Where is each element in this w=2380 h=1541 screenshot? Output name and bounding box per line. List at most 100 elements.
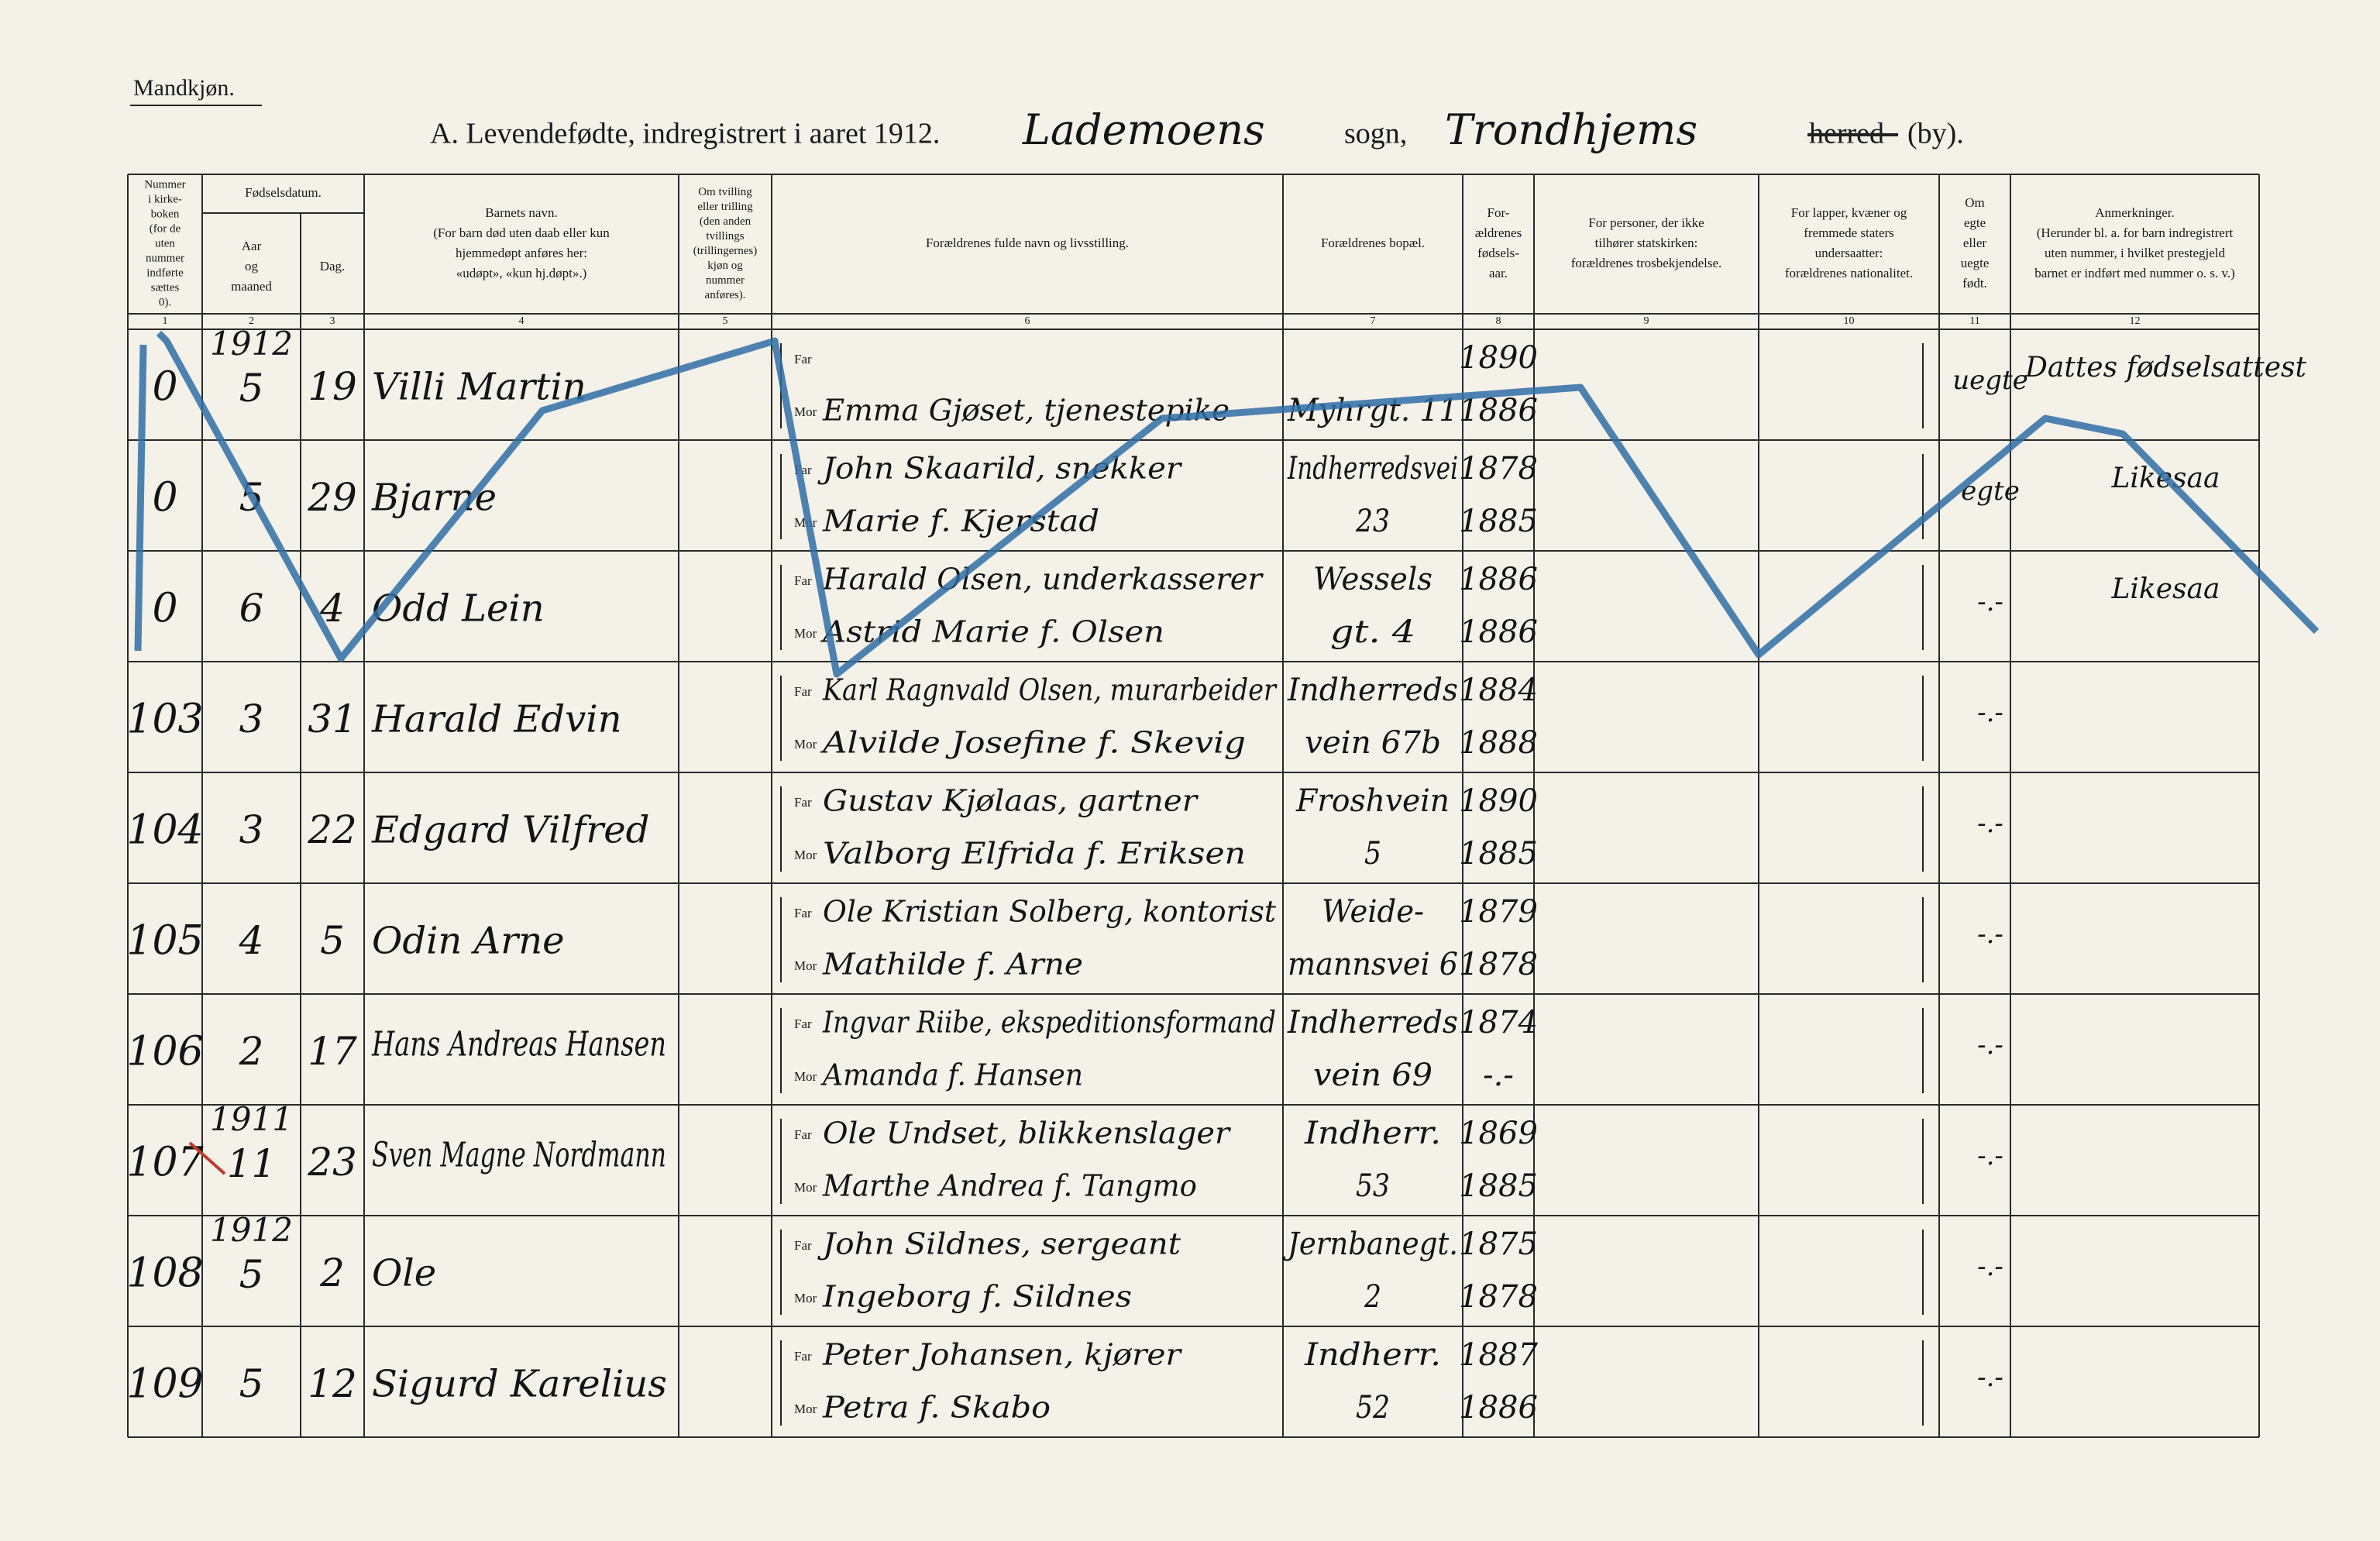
far-label: Far <box>794 684 812 699</box>
column-header: «udøpt», «kun hj.døpt».) <box>456 266 587 280</box>
mother: Marie f. Kjerstad <box>822 504 1099 538</box>
column-header: barnet er indført med nummer o. s. v.) <box>2034 266 2235 280</box>
birth-month: 2 <box>239 1029 264 1074</box>
mother-year: 1886 <box>1459 614 1538 650</box>
birth-month: 11 <box>227 1141 277 1186</box>
birth-day: 22 <box>307 807 357 852</box>
far-label: Far <box>794 573 812 588</box>
father-year: 1886 <box>1459 562 1538 597</box>
legitimacy: -.- <box>1977 919 2003 950</box>
residence: Froshvein <box>1295 783 1450 819</box>
column-header: uegte <box>1961 256 1990 270</box>
birth-year: 1912 <box>210 1211 293 1249</box>
column-number: 10 <box>1844 315 1855 327</box>
column-header: aar. <box>1489 266 1508 280</box>
mother: Mathilde f. Arne <box>822 948 1083 982</box>
residence: vein 69 <box>1313 1058 1432 1093</box>
column-header: (den anden <box>700 215 751 228</box>
column-header: Forældrenes fulde navn og livsstilling. <box>926 236 1129 250</box>
by: (by). <box>1907 118 1964 150</box>
column-header: For- <box>1488 205 1510 220</box>
entry-number: 109 <box>126 1361 203 1408</box>
column-header: (for de <box>150 222 181 235</box>
cancel-stroke <box>134 344 147 652</box>
column-header: forældrenes nationalitet. <box>1785 266 1913 280</box>
column-number: 5 <box>723 315 728 327</box>
entry-number: 108 <box>126 1250 203 1297</box>
far-label: Far <box>794 1127 812 1142</box>
column-header: fødsels- <box>1477 246 1519 260</box>
column-number: 2 <box>249 315 254 327</box>
entry-number: 104 <box>126 807 203 854</box>
entry-number: 103 <box>126 697 203 743</box>
column-number: 4 <box>519 315 524 327</box>
column-header: født. <box>1962 276 1987 291</box>
residence: 52 <box>1356 1390 1390 1426</box>
child-name: Bjarne <box>371 476 497 520</box>
birth-month: 5 <box>239 1252 264 1297</box>
father-year: 1884 <box>1459 672 1538 708</box>
residence: 53 <box>1356 1168 1390 1204</box>
table-cells: Fødselsdatum. Nummer i kirke-boken (for de u… <box>126 178 2307 1426</box>
birth-day: 17 <box>308 1029 357 1074</box>
mother-year: 1878 <box>1459 947 1538 982</box>
mother: Petra f. Skabo <box>822 1391 1051 1425</box>
mor-label: Mor <box>794 1291 817 1305</box>
legitimacy: -.- <box>1977 808 2003 839</box>
mor-label: Mor <box>794 404 817 419</box>
column-header: (For barn død uten daab eller kun <box>433 225 610 240</box>
birth-day: 2 <box>319 1250 345 1295</box>
legitimacy: -.- <box>1977 1030 2003 1061</box>
column-header: hjemmedøpt anføres her: <box>456 246 587 260</box>
child-name: Ole <box>372 1252 436 1295</box>
legitimacy: -.- <box>1977 1140 2003 1171</box>
residence: Weide- <box>1322 894 1424 930</box>
column-number: 7 <box>1371 315 1376 327</box>
birth-day: 31 <box>308 697 357 741</box>
sogn-label: sogn, <box>1344 118 1407 150</box>
legitimacy: -.- <box>1977 697 2003 728</box>
mor-label: Mor <box>794 1402 817 1416</box>
column-header: sættes <box>151 281 180 294</box>
far-label: Far <box>794 1016 812 1031</box>
column-number: 3 <box>330 315 335 327</box>
birth-month: 5 <box>239 1361 264 1406</box>
column-header: Nummer <box>144 178 185 191</box>
father-year: 1879 <box>1459 894 1538 930</box>
mother-year: -.- <box>1483 1058 1514 1093</box>
column-header: tilhører statskirken: <box>1595 236 1698 250</box>
birth-year: 1911 <box>210 1100 293 1138</box>
residence: 5 <box>1364 836 1381 872</box>
column-header: uten <box>155 237 175 249</box>
far-label: Far <box>794 352 812 366</box>
column-header: (trillingernes) <box>693 245 757 257</box>
far-label: Far <box>794 1349 812 1364</box>
residence: Jernbanegt. <box>1283 1226 1458 1262</box>
column-header: og <box>245 259 259 273</box>
parish: Lademoens <box>1022 105 1265 154</box>
column-header: Forældrenes bopæl. <box>1321 236 1425 250</box>
column-header: egte <box>1964 215 1986 230</box>
father: Gustav Kjølaas, gartner <box>823 784 1199 818</box>
mor-label: Mor <box>794 848 817 862</box>
child-name: Sigurd Karelius <box>372 1363 667 1406</box>
birth-month: 4 <box>239 918 264 963</box>
birth-day: 12 <box>308 1361 357 1406</box>
mother: Marthe Andrea f. Tangmo <box>822 1169 1197 1203</box>
mor-label: Mor <box>794 1069 817 1084</box>
entry-number: 0 <box>152 586 177 632</box>
column-header: Barnets navn. <box>485 205 557 220</box>
far-label: Far <box>794 906 812 920</box>
residence: Indherreds <box>1287 672 1458 708</box>
corner-label: Mandkjøn. <box>133 75 235 101</box>
column-header: Aar <box>242 239 262 253</box>
column-header: tvillings <box>706 230 744 243</box>
residence: Indherredsvei <box>1287 451 1458 487</box>
cancel-stroke <box>156 330 2320 678</box>
birth-year: 1912 <box>210 325 293 363</box>
birth-month: 3 <box>239 697 264 741</box>
mother-year: 1885 <box>1459 836 1538 872</box>
column-header: (Herunder bl. a. for barn indregistrert <box>2037 225 2234 240</box>
title: A. Levendefødte, indregistrert i aaret 1… <box>430 118 940 150</box>
mother: Emma Gjøset, tjenestepike <box>822 394 1230 428</box>
